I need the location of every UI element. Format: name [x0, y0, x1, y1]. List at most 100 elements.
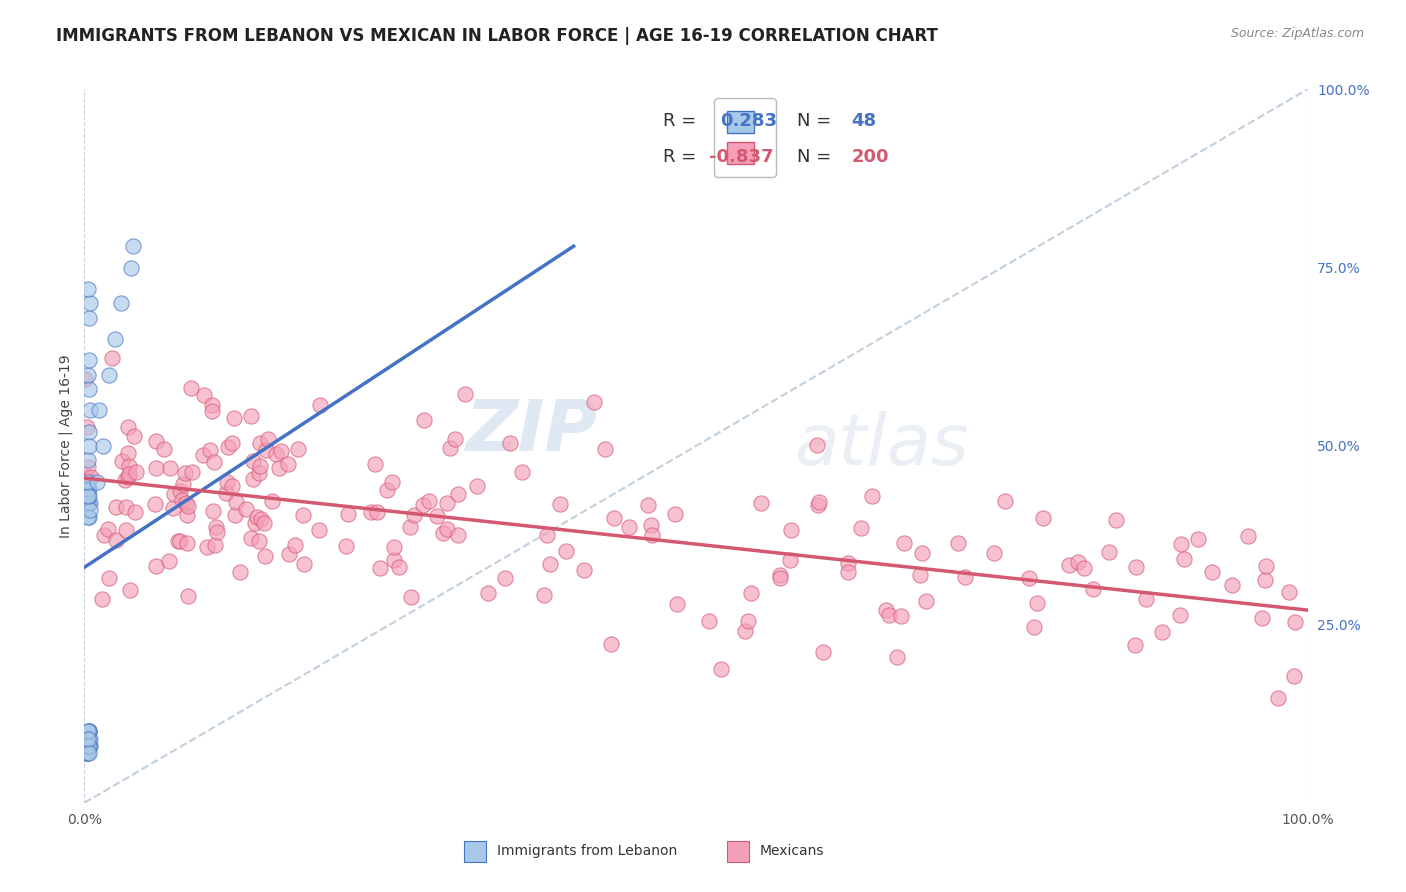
Point: [447, 528, 470, 542]
Point: [77, 496, 100, 510]
Point: [163, 487, 186, 501]
Point: [97, 571, 120, 585]
Point: [1024, 620, 1046, 634]
Point: [1173, 552, 1195, 566]
Point: [910, 568, 932, 582]
Point: [77, 724, 100, 739]
Point: [117, 470, 139, 484]
Point: [257, 432, 280, 446]
Point: [254, 549, 277, 563]
Point: [221, 435, 243, 450]
Text: Mexicans: Mexicans: [759, 845, 824, 858]
Point: [375, 483, 398, 497]
Point: [444, 432, 467, 446]
Point: [249, 435, 271, 450]
Point: [172, 476, 194, 491]
Point: [77, 731, 100, 746]
Point: [412, 413, 434, 427]
Point: [205, 520, 228, 534]
Point: [381, 475, 404, 490]
Point: [1278, 584, 1301, 599]
Point: [225, 494, 247, 508]
Point: [1251, 610, 1274, 624]
Point: [1254, 573, 1277, 587]
Point: [77, 739, 100, 753]
Point: [77, 746, 100, 760]
Point: [1025, 596, 1047, 610]
Point: [77, 368, 100, 382]
Point: [740, 585, 762, 599]
Text: IMMIGRANTS FROM LEBANON VS MEXICAN IN LABOR FORCE | AGE 16-19 CORRELATION CHART: IMMIGRANTS FROM LEBANON VS MEXICAN IN LA…: [56, 27, 938, 45]
Point: [110, 296, 132, 310]
Point: [201, 504, 224, 518]
Text: Source: ZipAtlas.com: Source: ZipAtlas.com: [1230, 27, 1364, 40]
Point: [666, 597, 689, 611]
Point: [242, 454, 264, 468]
Point: [402, 508, 425, 522]
Text: 200: 200: [851, 148, 889, 166]
Point: [418, 494, 440, 508]
Point: [77, 739, 100, 753]
Point: [193, 388, 215, 402]
Point: [1057, 558, 1080, 572]
Point: [77, 482, 100, 496]
Point: [1220, 577, 1243, 591]
Point: [79, 739, 101, 753]
Point: [177, 589, 200, 603]
Point: [166, 533, 188, 548]
Text: R =: R =: [664, 148, 702, 166]
Point: [1135, 591, 1157, 606]
Point: [176, 536, 198, 550]
Point: [229, 565, 252, 579]
Point: [235, 501, 257, 516]
Point: [454, 387, 477, 401]
Point: [122, 239, 145, 253]
Point: [308, 398, 330, 412]
Point: [180, 465, 202, 479]
Point: [247, 533, 270, 548]
Point: [79, 731, 101, 746]
Text: 48: 48: [851, 112, 876, 130]
Point: [77, 353, 100, 368]
Point: [87, 403, 110, 417]
Point: [890, 608, 912, 623]
Point: [191, 449, 214, 463]
Point: [807, 494, 830, 508]
Point: [779, 552, 801, 566]
Point: [1201, 565, 1223, 579]
Point: [806, 438, 828, 452]
Point: [77, 482, 100, 496]
Point: [538, 557, 561, 571]
Point: [77, 439, 100, 453]
Point: [593, 442, 616, 456]
Point: [153, 442, 176, 457]
Point: [983, 546, 1005, 560]
Point: [77, 731, 100, 746]
Point: [807, 498, 830, 512]
Point: [145, 461, 167, 475]
Point: [77, 731, 100, 746]
Point: [242, 472, 264, 486]
Point: [120, 260, 142, 275]
Text: ZIP: ZIP: [465, 397, 598, 467]
Point: [75, 470, 97, 484]
Point: [382, 553, 405, 567]
Point: [536, 528, 558, 542]
Point: [79, 403, 101, 417]
Point: [77, 382, 100, 396]
Point: [436, 522, 458, 536]
Point: [117, 420, 139, 434]
Text: N =: N =: [797, 112, 838, 130]
Point: [641, 528, 664, 542]
Point: [337, 508, 360, 522]
Point: [217, 440, 239, 454]
Point: [287, 442, 309, 456]
Point: [80, 469, 103, 483]
Point: [202, 455, 225, 469]
Point: [118, 467, 141, 482]
Point: [1284, 615, 1306, 630]
Point: [284, 538, 307, 552]
Point: [769, 571, 792, 585]
Point: [1267, 691, 1289, 706]
Text: R =: R =: [664, 112, 702, 130]
